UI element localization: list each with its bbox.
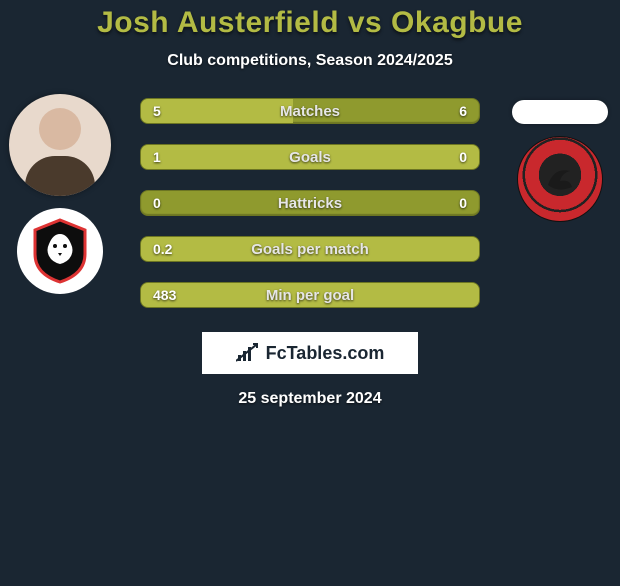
page-title: Josh Austerfield vs Okagbue	[0, 6, 620, 40]
bar-chart-icon	[236, 343, 260, 363]
left-player-column	[0, 98, 120, 294]
subtitle: Club competitions, Season 2024/2025	[0, 52, 620, 70]
logo-text: FcTables.com	[266, 343, 385, 364]
stat-label: Goals per match	[141, 237, 479, 261]
stat-bar: 0.2Goals per match	[140, 236, 480, 262]
stat-label: Hattricks	[141, 191, 479, 215]
stat-label: Min per goal	[141, 283, 479, 307]
stats-zone: 5Matches61Goals00Hattricks00.2Goals per …	[0, 98, 620, 308]
stat-bar: 1Goals0	[140, 144, 480, 170]
stat-right-value: 0	[459, 145, 467, 169]
stat-bars: 5Matches61Goals00Hattricks00.2Goals per …	[140, 98, 480, 308]
stat-right-value: 6	[459, 99, 467, 123]
swift-badge-icon	[518, 137, 604, 223]
player2-club-badge	[517, 136, 603, 222]
player1-club-badge	[17, 208, 103, 294]
date-text: 25 september 2024	[0, 390, 620, 408]
stat-bar: 483Min per goal	[140, 282, 480, 308]
stat-label: Goals	[141, 145, 479, 169]
stat-label: Matches	[141, 99, 479, 123]
player1-photo	[9, 94, 111, 196]
stat-bar: 0Hattricks0	[140, 190, 480, 216]
fctables-logo: FcTables.com	[202, 332, 418, 374]
lion-shield-icon	[25, 216, 95, 286]
stat-right-value: 0	[459, 191, 467, 215]
player2-photo-placeholder	[512, 100, 608, 124]
stat-bar: 5Matches6	[140, 98, 480, 124]
right-player-column	[500, 98, 620, 222]
